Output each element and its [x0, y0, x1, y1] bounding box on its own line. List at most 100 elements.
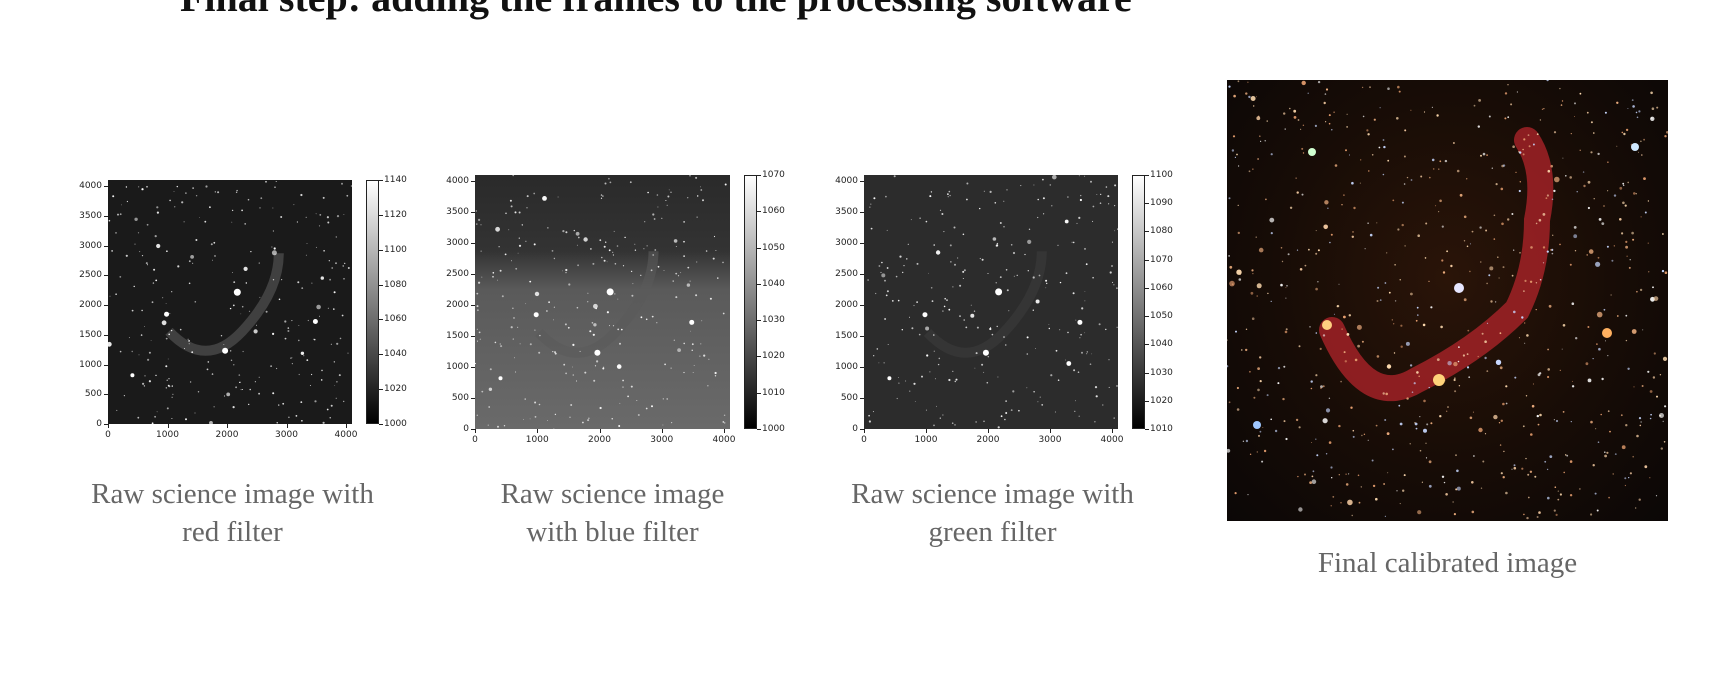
- star: [220, 335, 223, 337]
- star: [1227, 365, 1229, 368]
- star: [911, 327, 914, 330]
- y-tick-label: 3000: [446, 238, 469, 248]
- star: [287, 330, 290, 332]
- star: [1315, 374, 1318, 377]
- star: [165, 387, 167, 389]
- star: [214, 255, 216, 257]
- star: [1311, 475, 1314, 478]
- colorbar-tick-mark: [757, 283, 761, 285]
- star: [970, 304, 972, 306]
- star: [298, 373, 300, 376]
- star: [554, 352, 557, 355]
- y-tick-label: 2500: [835, 269, 858, 279]
- y-tick-label: 3000: [79, 240, 102, 251]
- star: [1425, 442, 1427, 444]
- star: [1660, 447, 1663, 450]
- star: [1406, 176, 1409, 179]
- star: [1532, 143, 1535, 146]
- star: [1452, 142, 1455, 144]
- star: [1631, 99, 1634, 101]
- star: [1049, 184, 1052, 186]
- star: [318, 225, 321, 227]
- star: [584, 371, 587, 374]
- star: [209, 206, 211, 209]
- star: [1466, 178, 1468, 180]
- star: [592, 262, 595, 265]
- star: [1376, 222, 1378, 224]
- star: [273, 247, 276, 250]
- star: [1544, 460, 1547, 463]
- star: [1604, 111, 1607, 114]
- star: [1231, 149, 1235, 152]
- star: [1518, 150, 1520, 153]
- star: [1330, 466, 1333, 469]
- star: [526, 195, 529, 198]
- star: [232, 272, 233, 273]
- star: [241, 209, 244, 212]
- star: [1371, 154, 1374, 156]
- star: [954, 424, 956, 426]
- star: [948, 190, 951, 193]
- colorbar-tick-label: 1040: [384, 349, 407, 360]
- star: [554, 351, 556, 354]
- star: [603, 366, 605, 368]
- star: [232, 406, 235, 409]
- star: [512, 338, 514, 340]
- star: [1559, 243, 1561, 246]
- colorbar-tick-label: 1020: [1150, 395, 1173, 406]
- star: [1585, 362, 1589, 366]
- star: [1253, 396, 1256, 399]
- star: [1557, 498, 1560, 501]
- star: [690, 330, 691, 332]
- star: [1232, 135, 1236, 138]
- star: [1256, 116, 1261, 121]
- colorbar-tick-mark: [757, 356, 761, 358]
- star: [338, 374, 341, 377]
- star: [1639, 288, 1643, 292]
- x-tick-label: 2000: [215, 430, 239, 440]
- star: [1661, 269, 1665, 273]
- star: [1285, 287, 1287, 289]
- star: [1376, 355, 1380, 358]
- star: [1428, 280, 1430, 282]
- star: [609, 181, 612, 184]
- star: [146, 185, 148, 188]
- star: [1420, 175, 1423, 178]
- star: [1571, 380, 1573, 382]
- star: [1111, 241, 1113, 243]
- star: [284, 320, 287, 323]
- star: [1269, 217, 1275, 223]
- colorbar-tick-mark: [379, 424, 383, 425]
- star-field: [867, 175, 1118, 429]
- star: [108, 219, 111, 222]
- star: [1264, 140, 1266, 142]
- y-tick-label: 1000: [79, 359, 102, 370]
- star: [151, 422, 154, 424]
- star: [144, 375, 146, 377]
- star: [600, 197, 603, 199]
- star: [525, 303, 527, 305]
- star: [1638, 151, 1639, 153]
- star: [884, 279, 886, 282]
- star: [1607, 410, 1610, 413]
- star: [1601, 222, 1605, 226]
- star: [476, 292, 479, 295]
- star: [1391, 319, 1393, 321]
- star: [1494, 301, 1497, 303]
- star: [966, 198, 968, 201]
- star: [250, 251, 252, 253]
- star: [192, 262, 194, 264]
- star: [675, 246, 677, 247]
- star: [1530, 433, 1533, 436]
- x-tick-mark: [599, 429, 601, 433]
- star: [126, 200, 128, 203]
- star: [168, 333, 170, 336]
- star: [1417, 234, 1420, 237]
- star: [192, 187, 194, 189]
- star: [1343, 315, 1346, 319]
- y-tick-label: 2000: [835, 300, 858, 310]
- star: [305, 254, 307, 256]
- star: [1656, 395, 1658, 398]
- star: [1315, 438, 1317, 440]
- star: [236, 189, 238, 192]
